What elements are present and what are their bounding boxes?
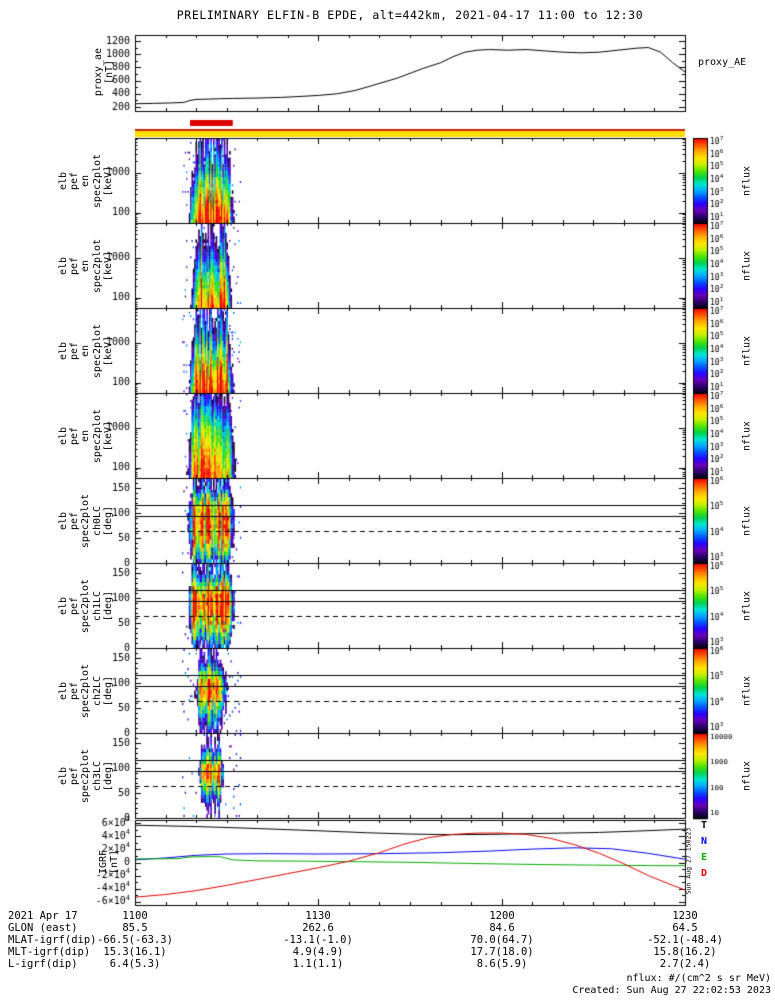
table-row-label-mlt: MLT-igrf(dip) xyxy=(8,946,91,958)
nflux-colorbar-label-2: nflux xyxy=(741,335,753,367)
axis-label-pitch-ch1lc: elb pef spec2plot ch1LC [deg] xyxy=(58,578,114,634)
axis-label-energy-1: elb pef en spec2plot [keV] xyxy=(58,238,114,294)
table-row-label-lshell: L-igrf(dip) xyxy=(8,958,78,970)
table-cell: 2.7(2.4) xyxy=(659,958,711,970)
table-cell: 4.9(4.9) xyxy=(292,946,344,958)
table-cell: 85.5 xyxy=(122,922,148,934)
axis-label-pitch-ch0lc: elb pef spec2plot ch0LC [deg] xyxy=(58,493,114,549)
axis-label-pitch-ch3lc: elb pef spec2plot ch3LC [deg] xyxy=(58,748,114,804)
plot-timestamp-vertical: Sun Aug 27 150223 xyxy=(684,827,693,895)
time-tick-label: 1200 xyxy=(489,910,515,922)
table-cell: 64.5 xyxy=(672,922,698,934)
nflux-colorbar-label-5: nflux xyxy=(741,590,753,622)
nflux-colorbar-label-4: nflux xyxy=(741,505,753,537)
igrf-legend-N: N xyxy=(701,836,708,847)
axis-label-proxy: proxy_ae [nT] xyxy=(92,47,115,97)
table-cell: -66.5(-63.3) xyxy=(97,934,173,946)
axis-label-energy-2: elb pef en spec2plot [keV] xyxy=(58,323,114,379)
table-cell: -52.1(-48.4) xyxy=(647,934,723,946)
nflux-colorbar-label-3: nflux xyxy=(741,420,753,452)
footer-flux-units: nflux: #/(cm^2 s sr MeV) xyxy=(626,973,772,984)
table-cell: 8.6(5.9) xyxy=(476,958,528,970)
table-cell: -13.1(-1.0) xyxy=(283,934,353,946)
table-cell: 15.3(16.1) xyxy=(103,946,167,958)
nflux-colorbar-label-0: nflux xyxy=(741,165,753,197)
table-cell: 70.0(64.7) xyxy=(470,934,534,946)
igrf-legend-T: T xyxy=(701,820,708,831)
igrf-legend-D: D xyxy=(701,868,708,879)
table-cell: 1.1(1.1) xyxy=(292,958,344,970)
nflux-colorbar-label-1: nflux xyxy=(741,250,753,282)
time-tick-label: 1100 xyxy=(122,910,148,922)
axis-label-pitch-ch2lc: elb pef spec2plot ch2LC [deg] xyxy=(58,663,114,719)
table-cell: 262.6 xyxy=(302,922,334,934)
axis-label-energy-3: elb pef en spec2plot [keV] xyxy=(58,408,114,464)
axis-label-energy-0: elb pef en spec2plot [keV] xyxy=(58,153,114,209)
table-cell: 15.8(16.2) xyxy=(653,946,717,958)
nflux-colorbar-label-6: nflux xyxy=(741,675,753,707)
table-cell: 84.6 xyxy=(489,922,515,934)
table-row-label-mlat: MLAT-igrf(dip) xyxy=(8,934,97,946)
table-cell: 6.4(5.3) xyxy=(109,958,161,970)
footer-created: Created: Sun Aug 27 22:02:53 2023 xyxy=(572,985,771,996)
time-tick-label: 1130 xyxy=(305,910,331,922)
plot-title: PRELIMINARY ELFIN-B EPDE, alt=442km, 202… xyxy=(176,8,644,22)
table-row-label-date: 2021 Apr 17 xyxy=(8,910,78,922)
nflux-colorbar-label-7: nflux xyxy=(741,760,753,792)
igrf-legend-E: E xyxy=(701,852,708,863)
table-cell: 17.7(18.0) xyxy=(470,946,534,958)
time-tick-label: 1230 xyxy=(672,910,698,922)
axis-label-igrf: IGRF [nT] xyxy=(97,849,120,875)
proxy-ae-right-label: proxy_AE xyxy=(698,57,747,68)
table-row-label-glon: GLON (east) xyxy=(8,922,78,934)
